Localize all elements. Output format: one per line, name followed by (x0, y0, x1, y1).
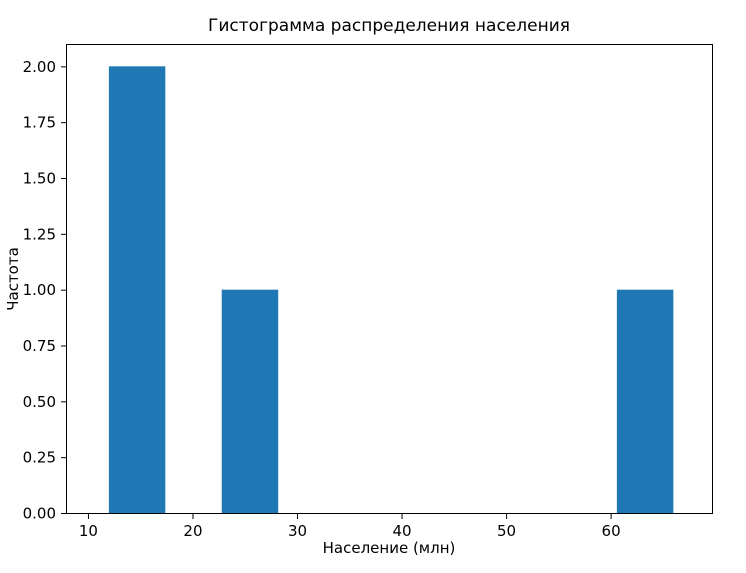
histogram-bar (221, 289, 279, 513)
x-tick-label: 60 (602, 522, 621, 540)
y-tick-label: 0.25 (23, 449, 56, 467)
bars (108, 66, 674, 513)
y-tick-label: 0.75 (23, 337, 56, 355)
y-tick-label: 0.50 (23, 393, 56, 411)
y-tick-label: 0.00 (23, 505, 56, 523)
y-tick-label: 1.25 (23, 225, 56, 243)
x-tick-label: 30 (288, 522, 307, 540)
x-tick-label: 10 (79, 522, 98, 540)
plot-area (66, 44, 712, 513)
y-tick-label: 1.50 (23, 170, 56, 188)
y-axis-label: Частота (4, 247, 22, 311)
x-tick-label: 20 (183, 522, 202, 540)
x-axis-label: Население (млн) (323, 539, 456, 557)
axes-spines (66, 44, 713, 514)
chart-title: Гистограмма распределения населения (208, 16, 570, 36)
y-tick-label: 2.00 (23, 58, 56, 76)
x-tick-label: 40 (392, 522, 411, 540)
y-tick-label: 1.75 (23, 114, 56, 132)
axis-ticks: 10 20 30 40 50 60 0.00 0.25 0.50 0.75 1.00 1.25 1.50… (23, 58, 621, 540)
histogram-bar (108, 66, 166, 513)
y-tick-label: 1.00 (23, 281, 56, 299)
histogram-bar (616, 289, 674, 513)
x-tick-label: 50 (497, 522, 516, 540)
